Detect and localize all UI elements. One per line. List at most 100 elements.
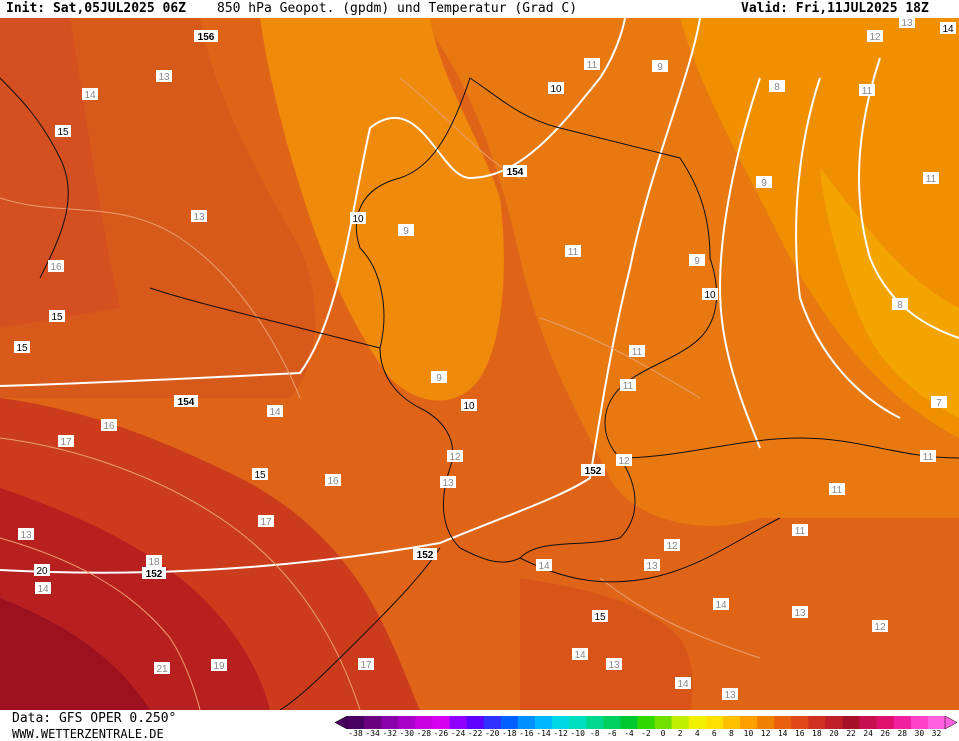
svg-text:9: 9 [694, 256, 700, 267]
colorbar-tick-label: 10 [743, 729, 754, 738]
temp-label: 16 [101, 419, 117, 432]
geopotential-contours [0, 18, 959, 574]
geo-label-154-north: 154 [507, 167, 524, 178]
svg-text:13: 13 [608, 660, 620, 671]
temp-label: 17 [358, 658, 374, 671]
map-title: 850 hPa Geopot. (gpdm) und Temperatur (G… [217, 1, 578, 16]
colorbar-tick-label: 24 [863, 729, 873, 738]
colorbar-tick-label: 2 [677, 729, 683, 738]
temp-label: 18 [146, 555, 162, 568]
temp-label: 13 [722, 688, 738, 701]
svg-text:13: 13 [646, 561, 658, 572]
svg-text:13: 13 [442, 478, 454, 489]
svg-text:12: 12 [874, 622, 886, 633]
svg-text:13: 13 [20, 530, 32, 541]
colorbar-tick-label: -30 [399, 729, 415, 738]
colorbar-cell [774, 716, 792, 729]
temp-label: 21 [154, 662, 170, 675]
temp-label: 9 [431, 371, 447, 384]
colorbar-cell [842, 716, 861, 729]
colorbar-tick-label: 28 [897, 729, 908, 738]
temp-label: 11 [584, 58, 600, 71]
temperature-label-group: 15 13 14 13 16 15 15 17 16 15 16 17 18 1… [14, 18, 956, 701]
temp-label: 10 [461, 399, 477, 412]
temp-label: 15 [14, 341, 30, 354]
colorbar-tick-label: -10 [570, 729, 585, 738]
svg-text:17: 17 [60, 437, 72, 448]
colorbar-tick-label: 26 [880, 729, 891, 738]
temp-label: 15 [252, 468, 268, 481]
colorbar-tick-label: -2 [641, 729, 651, 738]
colorbar-tick-label: -38 [348, 729, 363, 738]
temp-label: 15 [49, 310, 65, 323]
colorbar-cell [722, 716, 741, 729]
temp-label: 8 [769, 80, 785, 93]
svg-text:14: 14 [715, 600, 727, 611]
svg-text:9: 9 [657, 62, 663, 73]
temp-label: 16 [48, 260, 64, 273]
colorbar-tick-label: -20 [484, 729, 500, 738]
svg-text:11: 11 [587, 60, 598, 71]
colorbar-tick-label: 0 [660, 729, 666, 738]
colorbar-tick-label: 4 [694, 729, 700, 738]
geopotential-label-group: 156 154 154 152 152 152 [142, 30, 605, 580]
colorbar-tick-label: -14 [536, 729, 551, 738]
temp-label: 12 [664, 539, 680, 552]
colorbar-tick-label: -24 [450, 729, 466, 738]
colorbar-cell [449, 716, 468, 729]
temp-label: 14 [675, 677, 691, 690]
colorbar-cell [791, 716, 809, 729]
svg-text:15: 15 [51, 312, 63, 323]
svg-text:13: 13 [193, 212, 205, 223]
colorbar-cell [483, 716, 502, 729]
temp-label: 11 [923, 172, 939, 185]
svg-text:8: 8 [774, 82, 780, 93]
colorbar-tick-label: -26 [433, 729, 449, 738]
temp-label: 12 [867, 30, 883, 43]
colorbar-tick-label: -6 [607, 729, 617, 738]
svg-text:10: 10 [704, 290, 716, 301]
temp-label: 13 [899, 18, 915, 29]
temp-label: 10 [702, 288, 718, 301]
colorbar-graphic [334, 715, 958, 730]
colorbar-tick-label: 14 [777, 729, 788, 738]
colorbar-cell [910, 716, 929, 729]
colorbar-tick-label: -18 [502, 729, 517, 738]
temp-label: 11 [920, 450, 936, 463]
temp-label: 11 [629, 345, 645, 358]
temp-label: 14 [713, 598, 729, 611]
colorbar-cell [893, 716, 912, 729]
temp-label: 13 [18, 528, 34, 541]
geo-label-152-west: 152 [146, 569, 163, 580]
svg-text:9: 9 [761, 178, 767, 189]
temp-label: 16 [325, 474, 341, 487]
header-bar: Init: Sat,05JUL2025 06Z 850 hPa Geopot. … [0, 0, 959, 18]
colorbar-cell [620, 716, 638, 729]
svg-text:14: 14 [84, 90, 96, 101]
colorbar-tick-label: 32 [931, 729, 942, 738]
temp-label: 14 [82, 88, 98, 101]
data-source: Data: GFS OPER 0.250° [12, 711, 177, 726]
svg-text:18: 18 [148, 557, 160, 568]
svg-text:13: 13 [158, 72, 170, 83]
colorbar-cell [500, 716, 519, 729]
svg-text:9: 9 [436, 373, 442, 384]
svg-text:11: 11 [795, 526, 806, 537]
colorbar-tick-label: -22 [467, 729, 483, 738]
geo-label-154-west: 154 [178, 397, 195, 408]
temp-label: 8 [892, 298, 908, 311]
temp-label: 10 [548, 82, 564, 95]
colorbar-cell [654, 716, 673, 729]
geo-label-152-center: 152 [417, 550, 434, 561]
colorbar-tick-label: -16 [519, 729, 534, 738]
weather-map: 156 154 154 152 152 152 15 13 14 13 16 1… [0, 18, 959, 710]
temp-label: 9 [689, 254, 705, 267]
svg-text:20: 20 [36, 566, 48, 577]
geo-label-156: 156 [198, 32, 215, 43]
colorbar-cell [415, 716, 433, 729]
temp-label: 12 [447, 450, 463, 463]
colorbar-right-arrow [944, 715, 958, 730]
colorbar-cell [637, 716, 656, 729]
colorbar-cell [671, 716, 690, 729]
colorbar-tick-label: -12 [553, 729, 568, 738]
